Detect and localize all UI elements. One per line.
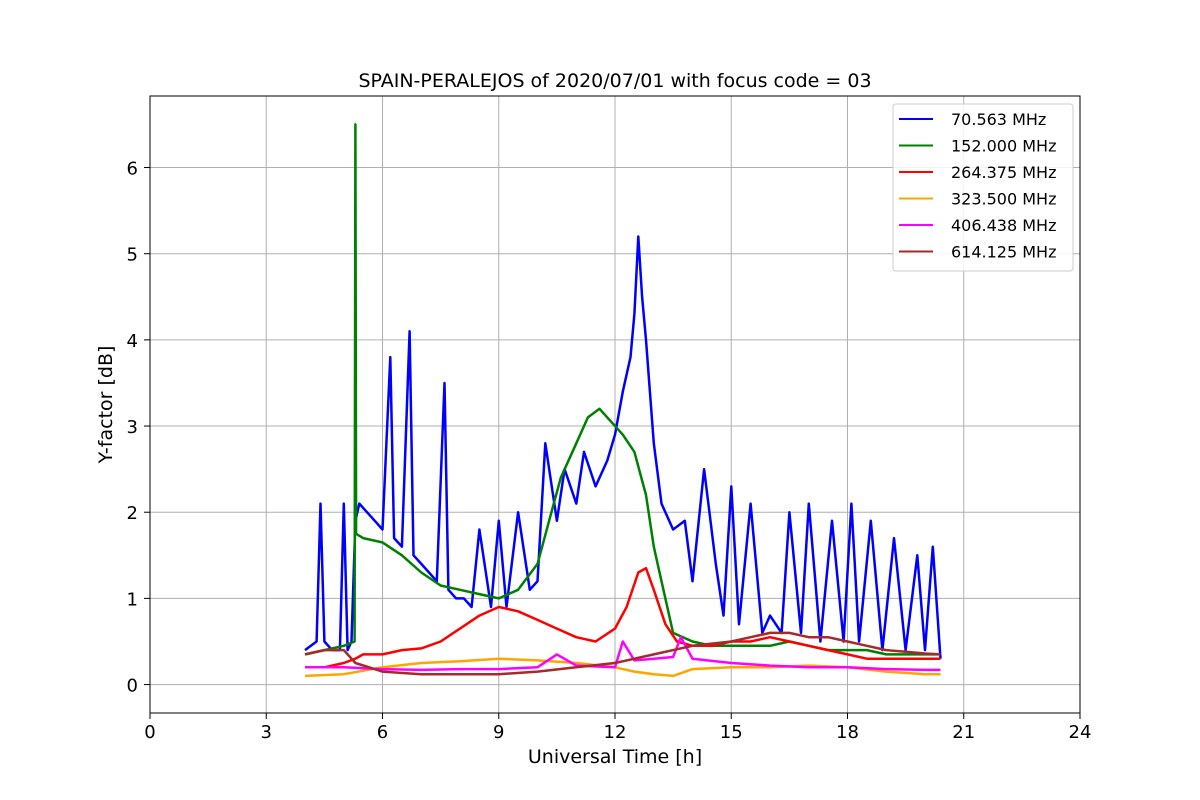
y-tick-label: 2 <box>127 503 138 524</box>
y-tick-label: 6 <box>127 159 138 180</box>
legend: 70.563 MHz 152.000 MHz 264.375 MHz 323.500 … <box>893 104 1073 271</box>
y-tick-label: 0 <box>127 676 138 697</box>
chart-title: SPAIN-PERALEJOS of 2020/07/01 with focus… <box>358 70 871 92</box>
legend-label: 152.000 MHz <box>951 137 1056 156</box>
x-tick-label: 0 <box>144 722 155 743</box>
y-tick-label: 4 <box>127 331 138 352</box>
chart: 0 3 6 9 12 15 18 21 240123456 SPAIN-PERALEJOS of… <box>0 0 1200 800</box>
y-tick-label: 1 <box>127 589 138 610</box>
x-tick-label: 12 <box>604 722 627 743</box>
legend-label: 323.500 MHz <box>951 190 1056 209</box>
legend-label: 70.563 MHz <box>951 110 1046 129</box>
legend-label: 614.125 MHz <box>951 243 1056 262</box>
legend-label: 264.375 MHz <box>951 163 1056 182</box>
y-axis-label: Y-factor [dB] <box>95 346 117 465</box>
y-tick-label: 3 <box>127 417 138 438</box>
x-tick-label: 9 <box>493 722 504 743</box>
x-tick-label: 18 <box>836 722 859 743</box>
x-tick-label: 21 <box>952 722 975 743</box>
x-axis-label: Universal Time [h] <box>528 746 702 768</box>
x-tick-label: 6 <box>377 722 388 743</box>
x-tick-label: 15 <box>720 722 743 743</box>
legend-label: 406.438 MHz <box>951 216 1056 235</box>
x-tick-label: 24 <box>1069 722 1092 743</box>
x-tick-label: 3 <box>261 722 272 743</box>
y-tick-label: 5 <box>127 245 138 266</box>
